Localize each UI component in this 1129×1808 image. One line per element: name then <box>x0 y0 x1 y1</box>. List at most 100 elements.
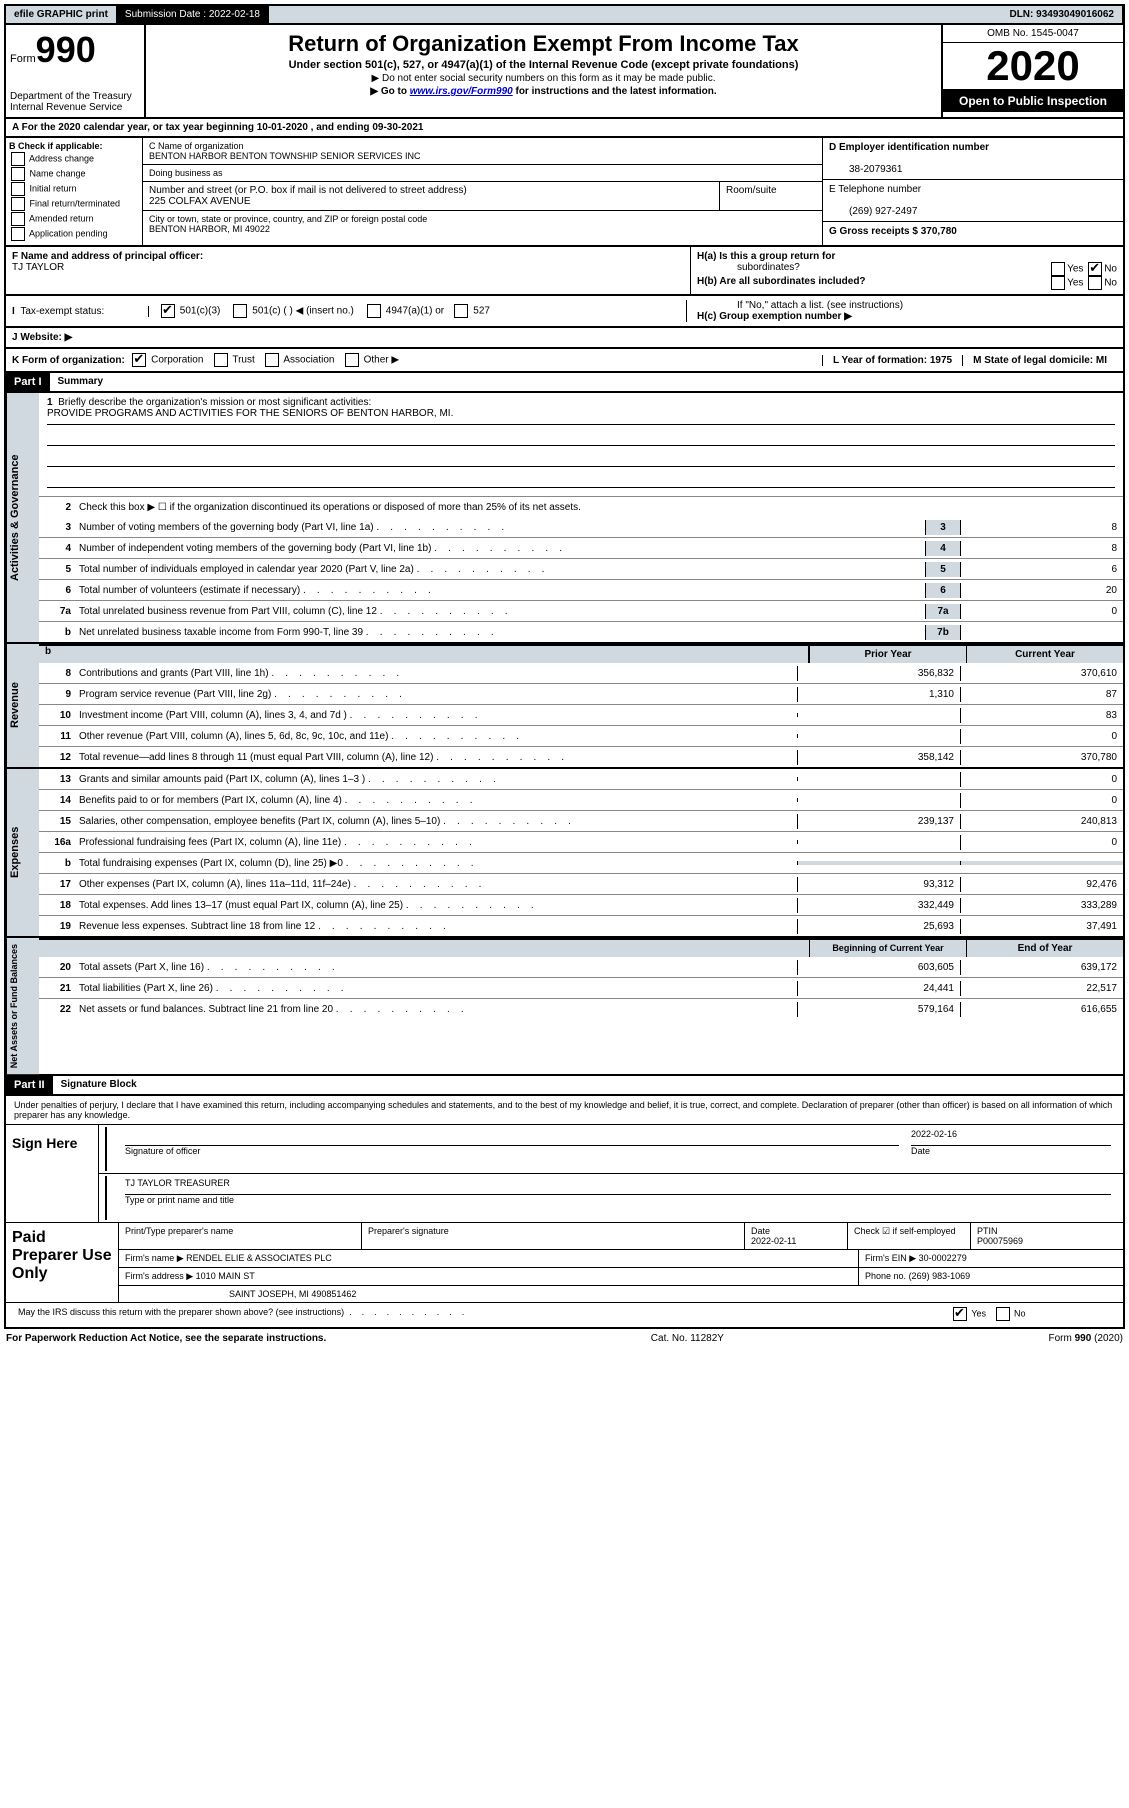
line-16a: 16aProfessional fundraising fees (Part I… <box>39 831 1123 852</box>
line-6: 6Total number of volunteers (estimate if… <box>39 579 1123 600</box>
tax-year: 2020 <box>943 43 1123 90</box>
line-19: 19Revenue less expenses. Subtract line 1… <box>39 915 1123 936</box>
section-fh: F Name and address of principal officer:… <box>4 247 1125 296</box>
ein-cell: D Employer identification number 38-2079… <box>823 138 1123 180</box>
discuss-row: May the IRS discuss this return with the… <box>6 1302 1123 1327</box>
line-8: 8Contributions and grants (Part VIII, li… <box>39 663 1123 683</box>
chk-final[interactable]: Final return/terminated <box>9 197 139 211</box>
website-row: J Website: ▶ <box>4 328 1125 349</box>
tax-status-opts[interactable]: 501(c)(3) 501(c) ( ) ◀ (insert no.) 4947… <box>149 304 686 318</box>
col-f-officer: F Name and address of principal officer:… <box>6 247 691 294</box>
kform-opts[interactable]: Corporation Trust Association Other ▶ <box>130 353 399 367</box>
line-11: 11Other revenue (Part VIII, column (A), … <box>39 725 1123 746</box>
rev-col-head: b Prior Year Current Year <box>39 644 1123 663</box>
line-12: 12Total revenue—add lines 8 through 11 (… <box>39 746 1123 767</box>
paid-preparer: Paid Preparer Use Only Print/Type prepar… <box>6 1222 1123 1302</box>
col-b-check: B Check if applicable: Address change Na… <box>6 138 143 245</box>
line-10: 10Investment income (Part VIII, column (… <box>39 704 1123 725</box>
line-18: 18Total expenses. Add lines 13–17 (must … <box>39 894 1123 915</box>
table-governance: Activities & Governance 1 Briefly descri… <box>4 393 1125 644</box>
header-left: Form990 Department of the Treasury Inter… <box>6 25 146 117</box>
line-20: 20Total assets (Part X, line 16)603,6056… <box>39 957 1123 977</box>
ha-yesno[interactable]: Yes No <box>1049 262 1117 276</box>
hb-yesno[interactable]: Yes No <box>1049 276 1117 290</box>
year-formation: L Year of formation: 1975 <box>822 355 962 366</box>
col-h-group: H(a) Is this a group return for subordin… <box>691 247 1123 294</box>
line-17: 17Other expenses (Part IX, column (A), l… <box>39 873 1123 894</box>
tax-status-row: I Tax-exempt status: 501(c)(3) 501(c) ( … <box>4 296 1125 328</box>
note-ssn: ▶ Do not enter social security numbers o… <box>154 73 933 84</box>
line-b: bTotal fundraising expenses (Part IX, co… <box>39 852 1123 873</box>
section-bcd: B Check if applicable: Address change Na… <box>4 138 1125 247</box>
page-footer: For Paperwork Reduction Act Notice, see … <box>4 1329 1125 1348</box>
form-number: Form990 <box>10 29 140 71</box>
line-15: 15Salaries, other compensation, employee… <box>39 810 1123 831</box>
part2-bar: Part II Signature Block <box>4 1076 1125 1096</box>
part2-title: Signature Block <box>53 1076 145 1094</box>
top-bar: efile GRAPHIC print Submission Date : 20… <box>4 4 1125 25</box>
chk-pending[interactable]: Application pending <box>9 227 139 241</box>
omb-number: OMB No. 1545-0047 <box>943 25 1123 43</box>
side-revenue: Revenue <box>6 644 39 767</box>
form-title: Return of Organization Exempt From Incom… <box>154 31 933 57</box>
dba-cell: Doing business as <box>143 165 822 182</box>
kform-row: K Form of organization: Corporation Trus… <box>4 349 1125 373</box>
form-subtitle: Under section 501(c), 527, or 4947(a)(1)… <box>154 59 933 71</box>
part1-title: Summary <box>50 373 112 391</box>
note-link: ▶ Go to www.irs.gov/Form990 for instruct… <box>154 86 933 97</box>
header-right: OMB No. 1545-0047 2020 Open to Public In… <box>941 25 1123 117</box>
signature-block: Under penalties of perjury, I declare th… <box>4 1096 1125 1329</box>
table-revenue: Revenue b Prior Year Current Year 8Contr… <box>4 644 1125 769</box>
submission-date: Submission Date : 2022-02-18 <box>117 6 269 23</box>
line-7a: 7aTotal unrelated business revenue from … <box>39 600 1123 621</box>
line-3: 3Number of voting members of the governi… <box>39 517 1123 537</box>
addr-cell: Number and street (or P.O. box if mail i… <box>143 182 720 210</box>
net-col-head: Beginning of Current Year End of Year <box>39 938 1123 957</box>
phone-cell: E Telephone number (269) 927-2497 <box>823 180 1123 222</box>
line-5: 5Total number of individuals employed in… <box>39 558 1123 579</box>
gross-cell: G Gross receipts $ 370,780 <box>823 222 1123 245</box>
state-domicile: M State of legal domicile: MI <box>962 355 1117 366</box>
side-net: Net Assets or Fund Balances <box>6 938 39 1074</box>
part1-tab: Part I <box>6 373 50 391</box>
discuss-yesno[interactable]: Yes No <box>945 1305 1117 1325</box>
line-2: 2 Check this box ▶ ☐ if the organization… <box>39 496 1123 517</box>
chk-amended[interactable]: Amended return <box>9 212 139 226</box>
row-a-tax-year: A For the 2020 calendar year, or tax yea… <box>4 119 1125 138</box>
line-b: bNet unrelated business taxable income f… <box>39 621 1123 642</box>
room-cell: Room/suite <box>720 182 822 210</box>
efile-label[interactable]: efile GRAPHIC print <box>6 6 117 23</box>
side-governance: Activities & Governance <box>6 393 39 642</box>
mission-text: PROVIDE PROGRAMS AND ACTIVITIES FOR THE … <box>47 408 1115 425</box>
part1-bar: Part I Summary <box>4 373 1125 393</box>
dept-label: Department of the Treasury <box>10 91 140 102</box>
inspection-label: Open to Public Inspection <box>943 90 1123 112</box>
part2-tab: Part II <box>6 1076 53 1094</box>
header-center: Return of Organization Exempt From Incom… <box>146 25 941 117</box>
irs-label: Internal Revenue Service <box>10 102 140 113</box>
chk-name-change[interactable]: Name change <box>9 167 139 181</box>
chk-addr-change[interactable]: Address change <box>9 152 139 166</box>
line-21: 21Total liabilities (Part X, line 26)24,… <box>39 977 1123 998</box>
chk-initial[interactable]: Initial return <box>9 182 139 196</box>
table-net-assets: Net Assets or Fund Balances Beginning of… <box>4 938 1125 1076</box>
paid-preparer-label: Paid Preparer Use Only <box>6 1223 118 1302</box>
irs-link[interactable]: www.irs.gov/Form990 <box>410 86 513 97</box>
side-expenses: Expenses <box>6 769 39 936</box>
declaration: Under penalties of perjury, I declare th… <box>6 1096 1123 1124</box>
line-14: 14Benefits paid to or for members (Part … <box>39 789 1123 810</box>
org-name-cell: C Name of organization BENTON HARBOR BEN… <box>143 138 822 165</box>
line-9: 9Program service revenue (Part VIII, lin… <box>39 683 1123 704</box>
line-22: 22Net assets or fund balances. Subtract … <box>39 998 1123 1019</box>
col-d: D Employer identification number 38-2079… <box>822 138 1123 245</box>
line-4: 4Number of independent voting members of… <box>39 537 1123 558</box>
self-employed-check[interactable]: Check ☑ if self-employed <box>848 1223 971 1249</box>
line-13: 13Grants and similar amounts paid (Part … <box>39 769 1123 789</box>
sign-here-row: Sign Here Signature of officer 2022-02-1… <box>6 1124 1123 1222</box>
form-header: Form990 Department of the Treasury Inter… <box>4 25 1125 119</box>
table-expenses: Expenses 13Grants and similar amounts pa… <box>4 769 1125 938</box>
dln: DLN: 93493049016062 <box>1001 6 1123 23</box>
city-cell: City or town, state or province, country… <box>143 211 822 237</box>
sign-here-label: Sign Here <box>6 1125 99 1222</box>
col-c-org: C Name of organization BENTON HARBOR BEN… <box>143 138 822 245</box>
